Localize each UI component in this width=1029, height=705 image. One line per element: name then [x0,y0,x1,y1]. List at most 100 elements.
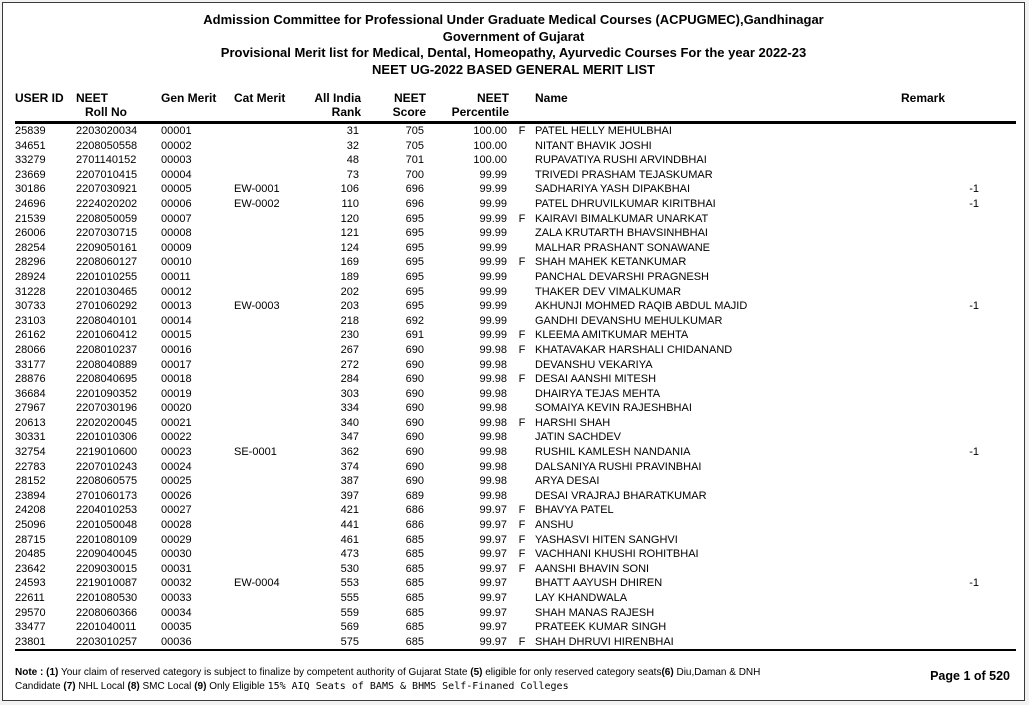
cell-gender: F [518,548,526,561]
table-row: 30733 2701060292 00013 EW-0003 203 695 99.99 AK… [15,299,1016,314]
cell-user-id: 34651 [15,139,46,152]
cell-remark: -1 [969,300,979,313]
table-row: 23103 2208040101 00014 218 692 99.99 GANDHI DE… [15,314,1016,329]
cell-gen-merit: 00029 [161,533,192,546]
cell-filler [981,387,1016,402]
cell-roll-no: 2207010415 [76,168,138,181]
cell-gender: F [518,125,526,137]
cell-all-india-rank: 124 [340,241,359,254]
cell-user-id: 20485 [15,548,46,561]
cell-all-india-rank: 218 [340,314,359,327]
cell-user-id: 33177 [15,358,46,371]
cell-gender [509,182,535,197]
cell-cat-merit [234,314,301,329]
cell-gender [509,358,535,373]
cell-neet-percentile: 99.97 [479,504,507,517]
cell-remark [901,474,981,489]
cell-filler [981,635,1016,651]
cell-neet-percentile: 99.97 [479,606,507,619]
note-segment: SMC Local [139,681,195,692]
cell-cat-merit [234,416,301,431]
cell-remark: -1 [969,197,979,210]
cell-neet-score: 691 [405,329,424,342]
cell-filler [981,489,1016,504]
cell-all-india-rank: 110 [341,197,359,210]
cell-cat-merit [234,343,301,358]
cell-filler [981,153,1016,168]
cell-neet-percentile: 99.99 [479,183,507,196]
cell-neet-score: 690 [405,373,424,386]
cell-cat-merit [234,591,301,606]
cell-user-id: 28066 [15,343,46,356]
cell-name: GANDHI DEVANSHU MEHULKUMAR [535,314,723,327]
cell-roll-no: 2201010306 [76,431,138,444]
table-row: 21539 2208050059 00007 120 695 99.99 F KAIRAVI … [15,212,1016,227]
page-indicator: Page 1 of 520 [930,669,1010,683]
cell-gen-merit: 00019 [161,387,192,400]
table-row: 28924 2201010255 00011 189 695 99.99 PANCHAL D… [15,270,1016,285]
cell-gender: F [518,635,526,648]
note-segment: Only Eligible [206,681,268,692]
cell-gen-merit: 00002 [161,139,192,152]
cell-name: DHAIRYA TEJAS MEHTA [535,387,661,400]
cell-filler [981,182,1016,197]
cell-neet-percentile: 99.97 [479,548,507,561]
cell-name: KHATAVAKAR HARSHALI CHIDANAND [535,343,733,356]
cell-cat-merit [234,285,301,300]
cell-gender [509,139,535,154]
cell-cat-merit [234,533,301,548]
cell-name: NITANT BHAVIK JOSHI [535,139,652,152]
cell-cat-merit [234,401,301,416]
cell-filler [981,358,1016,373]
cell-name: DEVANSHU VEKARIYA [535,358,653,371]
cell-gender [509,460,535,475]
cell-all-india-rank: 31 [346,125,359,137]
column-header-neet-score: NEET Score [392,91,426,119]
cell-user-id: 33477 [15,621,46,634]
cell-remark [901,328,981,343]
footer-note-line: Note : (1) Your claim of reserved catego… [15,666,760,680]
cell-cat-merit [234,328,301,343]
cell-all-india-rank: 334 [340,402,359,415]
table-row: 28296 2208060127 00010 169 695 99.99 F SHAH MAH… [15,255,1016,270]
table-row: 30186 2207030921 00005 EW-0001 106 696 99.99 SA… [15,182,1016,197]
cell-remark [901,226,981,241]
cell-user-id: 23103 [15,314,46,327]
cell-cat-merit [234,358,301,373]
cell-name: PANCHAL DEVARSHI PRAGNESH [535,270,710,283]
cell-gen-merit: 00008 [161,227,192,240]
table-row: 31228 2201030465 00012 202 695 99.99 THAKER DE… [15,285,1016,300]
cell-roll-no: 2201080530 [76,592,138,604]
cell-gen-merit: 00021 [161,416,192,429]
cell-neet-percentile: 99.98 [479,489,507,502]
cell-roll-no: 2201050048 [76,519,138,532]
cell-gen-merit: 00014 [161,314,192,327]
cell-all-india-rank: 267 [340,343,359,356]
cell-all-india-rank: 106 [340,183,359,196]
cell-filler [981,270,1016,285]
cell-name: SADHARIYA YASH DIPAKBHAI [535,183,691,196]
cell-neet-percentile: 99.97 [479,519,507,532]
cell-user-id: 23801 [15,635,46,648]
table-row: 36684 2201090352 00019 303 690 99.98 DHAIRYA T… [15,387,1016,402]
cell-name: PRATEEK KUMAR SINGH [535,621,667,634]
cell-name: TRIVEDI PRASHAM TEJASKUMAR [535,168,713,181]
cell-gender: F [518,343,526,356]
cell-name: YASHASVI HITEN SANGHVI [535,533,678,546]
cell-all-india-rank: 387 [340,475,359,488]
cell-roll-no: 2224020202 [76,197,138,210]
cell-remark [901,562,981,577]
cell-all-india-rank: 347 [340,431,359,444]
cell-cat-merit [234,606,301,621]
table-row: 28876 2208040695 00018 284 690 99.98 F DESAI AA… [15,372,1016,387]
cell-gender [509,314,535,329]
table-row: 32754 2219010600 00023 SE-0001 362 690 99.98 RU… [15,445,1016,460]
cell-roll-no: 2203020034 [76,125,138,137]
cell-filler [981,123,1016,139]
cell-gen-merit: 00026 [161,489,192,502]
cell-filler [981,314,1016,329]
cell-gen-merit: 00030 [161,548,192,561]
cell-gender: F [518,519,526,532]
cell-gender: F [518,256,526,269]
